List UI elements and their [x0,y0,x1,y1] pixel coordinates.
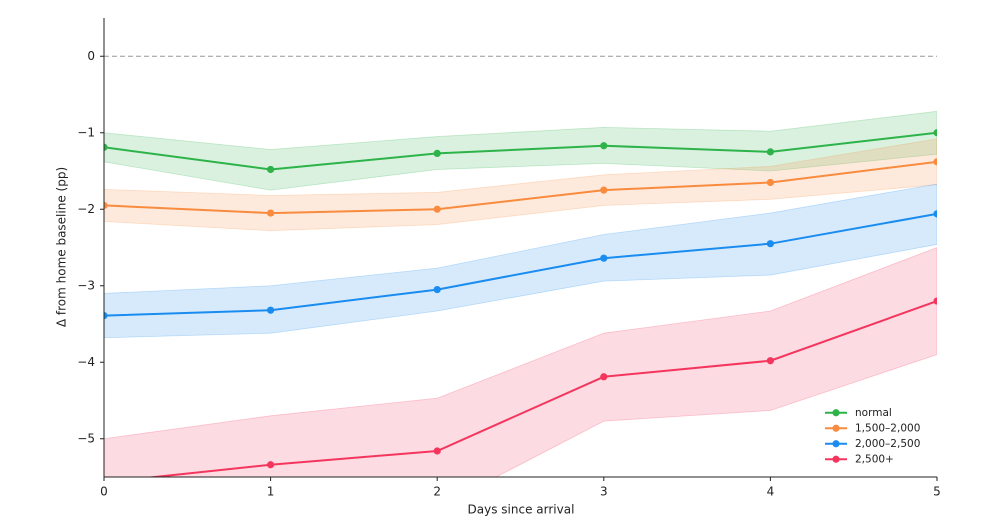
confidence-band [104,247,937,477]
data-point [267,306,275,314]
data-point [104,143,108,151]
data-point [267,165,275,174]
data-point [933,210,937,218]
confidence-band [104,110,937,191]
legend-label: 2,000–2,500 [855,438,920,450]
data-point [766,357,775,365]
x-tick-label: 2 [433,485,441,499]
legend-label: normal [855,407,892,419]
plot-area [104,55,937,477]
legend-marker [832,455,840,463]
series-line [145,300,937,477]
data-point [933,158,937,166]
data-point [433,285,441,294]
y-tick-label: −5 [77,431,95,445]
y-axis-label: Δ from home baseline (pp) [55,167,69,327]
data-point [933,129,937,137]
data-point [433,447,441,455]
data-point [104,311,108,320]
y-tick-label: 0 [87,49,95,63]
x-tick-label: 0 [100,485,108,499]
legend-marker [832,409,840,417]
data-point [433,205,441,213]
data-point [600,186,608,194]
y-tick-label: −4 [77,355,95,369]
data-point [433,149,441,158]
x-axis-label: Days since arrival [468,503,575,517]
data-point [600,373,608,381]
data-point [267,461,275,469]
x-tick-label: 3 [600,485,608,499]
series-line [104,212,937,317]
data-point [267,209,275,217]
legend-marker [832,424,840,432]
y-tick-label: −3 [77,278,95,292]
data-point [600,254,608,262]
confidence-band [104,183,937,339]
series-line [104,160,937,215]
y-tick-label: −1 [77,125,95,139]
data-point [766,178,775,187]
legend-marker [832,440,840,448]
legend-label: 2,500+ [855,453,894,465]
legend-label: 1,500–2,000 [855,422,920,434]
confidence-band [104,138,937,232]
x-tick-label: 4 [767,485,775,499]
data-point [766,240,775,248]
y-tick-label: −2 [77,202,95,216]
x-tick-label: 5 [933,485,941,499]
data-point [933,297,937,305]
data-point [600,142,608,150]
series-line [104,131,937,171]
x-tick-label: 1 [267,485,275,499]
data-point [104,201,108,210]
data-point [766,148,775,156]
